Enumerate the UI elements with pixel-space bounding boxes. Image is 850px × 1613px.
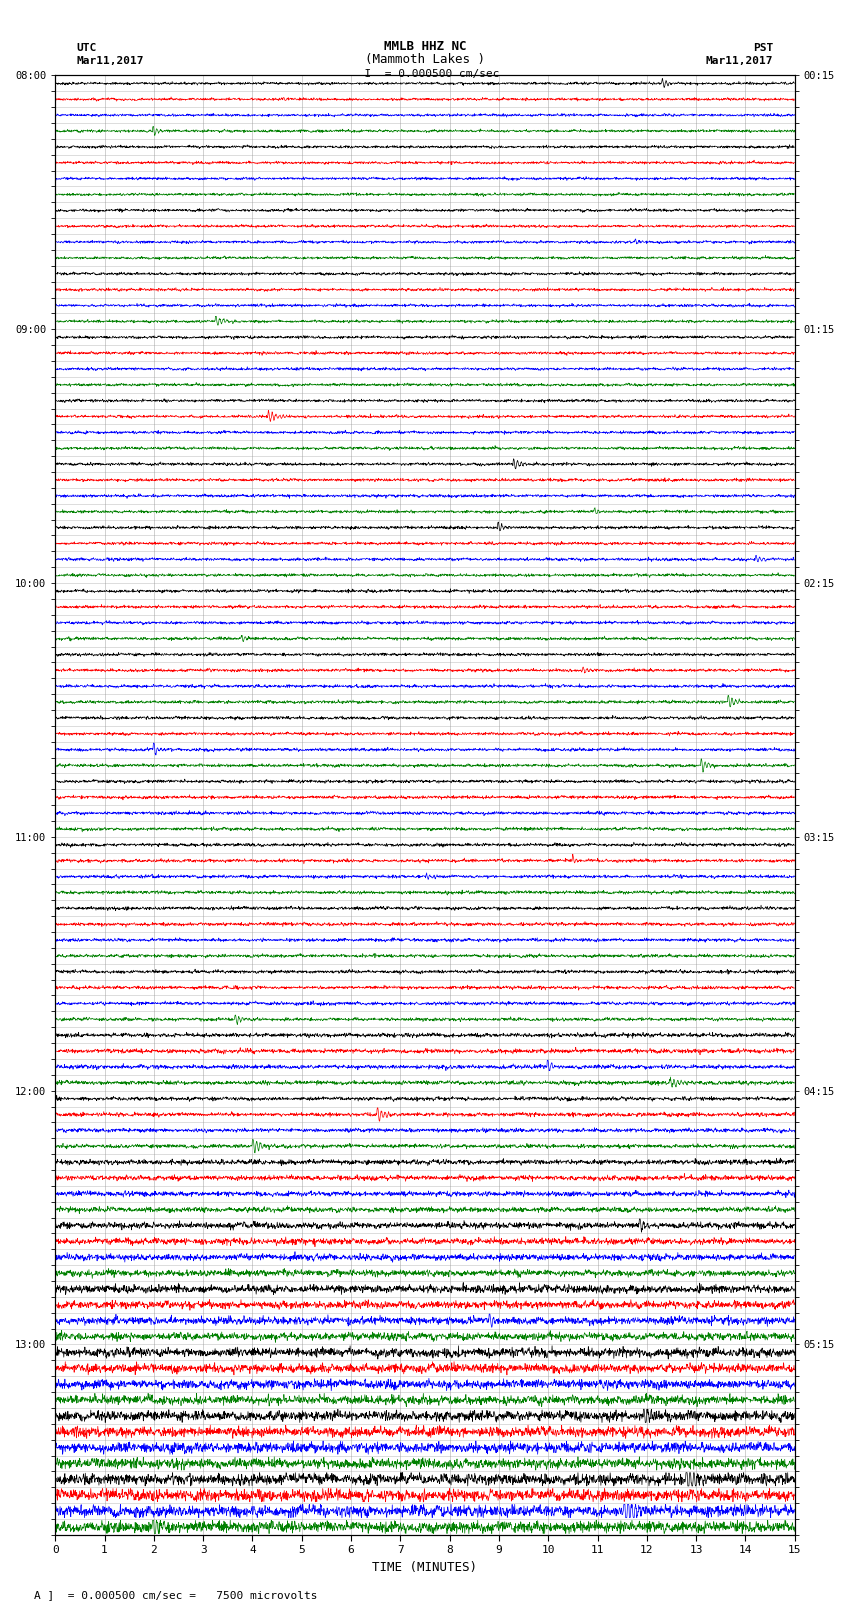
Text: (Mammoth Lakes ): (Mammoth Lakes ) [365,53,485,66]
X-axis label: TIME (MINUTES): TIME (MINUTES) [372,1561,478,1574]
Text: MMLB HHZ NC: MMLB HHZ NC [383,40,467,53]
Text: Mar11,2017: Mar11,2017 [706,56,774,66]
Text: Mar11,2017: Mar11,2017 [76,56,144,66]
Text: PST: PST [753,44,774,53]
Text: A ]  = 0.000500 cm/sec =   7500 microvolts: A ] = 0.000500 cm/sec = 7500 microvolts [34,1590,318,1600]
Text: I  = 0.000500 cm/sec: I = 0.000500 cm/sec [351,69,499,79]
Text: UTC: UTC [76,44,97,53]
